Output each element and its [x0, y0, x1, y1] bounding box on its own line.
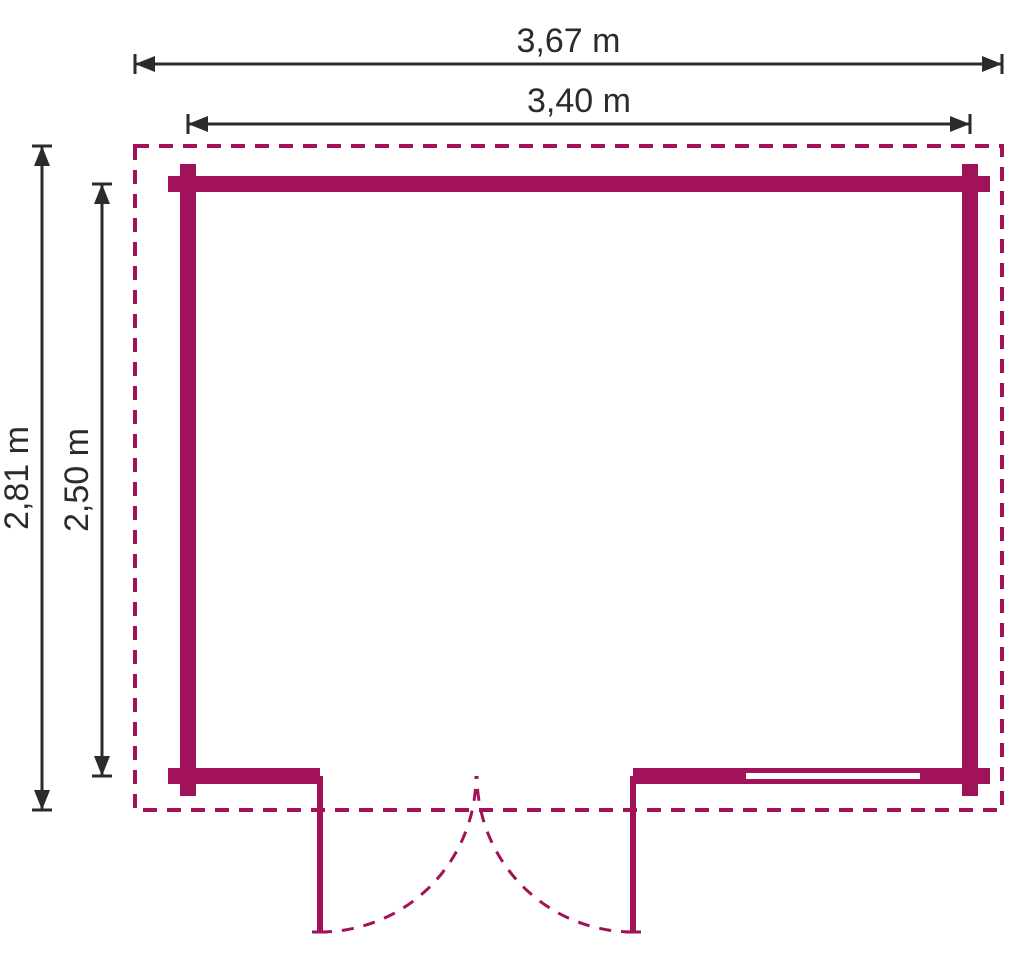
dim-arrow [34, 790, 50, 810]
door-swing-left [320, 776, 476, 932]
outer-height-label: 2,81 m [0, 426, 36, 530]
door-swing-right [477, 776, 633, 932]
dim-arrow [188, 116, 208, 132]
outer-width-label: 3,67 m [517, 22, 621, 60]
inner-width-label: 3,40 m [527, 82, 631, 120]
dim-arrow [950, 116, 970, 132]
inner-height-label: 2,50 m [58, 428, 96, 532]
roof-outline [135, 146, 1002, 810]
dim-arrow [94, 184, 110, 204]
dim-arrow [94, 756, 110, 776]
dim-arrow [34, 146, 50, 166]
dim-arrow [135, 56, 155, 72]
dim-arrow [982, 56, 1002, 72]
